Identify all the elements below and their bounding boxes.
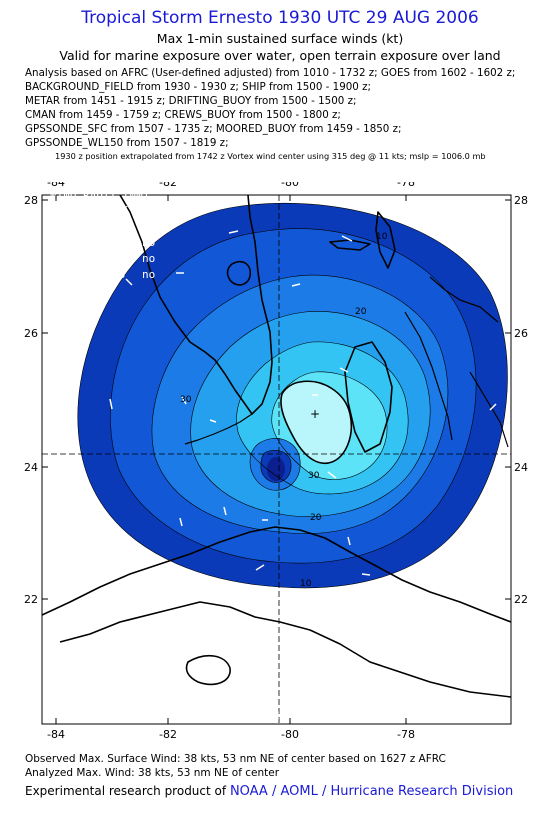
isla-de-la-juventud [185, 655, 231, 686]
lon-tick-label: -80 [281, 728, 299, 741]
lat-tick-label: 24 [514, 461, 528, 474]
page-title: Tropical Storm Ernesto 1930 UTC 29 AUG 2… [81, 8, 479, 28]
wind-radii-col: 34K [76, 204, 96, 217]
credit-line: Experimental research product of NOAA / … [25, 784, 513, 799]
eleuthera [429, 276, 499, 323]
contour-label: 30 [180, 395, 192, 405]
creation-stamp: Ernesto - created on 2006-08-29 19:32:57… [46, 708, 327, 722]
lon-tick-label: -82 [159, 182, 177, 189]
lon-tick-label: -78 [397, 728, 415, 741]
lon-tick-label: -84 [47, 182, 65, 189]
cuba-south-coast [59, 601, 511, 698]
wind-map: + 10 10 20 20 30 30 WIND RADII (NM) QD 3… [24, 182, 528, 741]
lat-tick-label: 22 [24, 593, 38, 606]
lat-tick-label: 22 [514, 593, 528, 606]
contour-label: 10 [376, 232, 388, 242]
florida-coast [119, 195, 273, 415]
cuba-coast [42, 526, 511, 623]
axis-ticks [42, 195, 511, 724]
analysis-line: CMAN from 1459 - 1759 z; CREWS_BUOY from… [25, 109, 341, 121]
exuma-cays [404, 311, 453, 441]
wind-radii-cell: no [142, 220, 155, 233]
wind-radii-cell: no [82, 268, 95, 281]
analysis-line: GPSSONDE_WL150 from 1507 - 1819 z; [25, 137, 229, 149]
coastlines [42, 195, 511, 698]
analysis-line: BACKGROUND_FIELD from 1930 - 1930 z; SHI… [25, 81, 372, 93]
observed-max-wind: Observed Max. Surface Wind: 38 kts, 53 n… [25, 753, 446, 765]
wind-radii-cell: no [112, 252, 125, 265]
wind-radii-cell: no [142, 236, 155, 249]
extrapolation-note: 1930 z position extrapolated from 1742 z… [55, 151, 486, 161]
lon-tick-label: -78 [397, 182, 415, 189]
validity-note: Valid for marine exposure over water, op… [59, 48, 501, 63]
lat-axis-left: 28 26 24 22 [24, 194, 38, 606]
wind-radii-cell: no [82, 252, 95, 265]
lon-tick-label: -80 [281, 182, 299, 189]
contour-label: 10 [300, 579, 312, 589]
lat-tick-label: 26 [24, 327, 38, 340]
lat-tick-label: 28 [514, 194, 528, 207]
wind-radii-cell: no [142, 268, 155, 281]
wind-radii-cell: no [142, 252, 155, 265]
wind-radii-col: QD [54, 204, 67, 217]
analysis-line: METAR from 1451 - 1915 z; DRIFTING_BUOY … [25, 95, 357, 107]
hrd-link[interactable]: NOAA / AOML / Hurricane Research Divisio… [229, 784, 514, 799]
subtitle: Max 1-min sustained surface winds (kt) [156, 31, 404, 46]
lake-okeechobee-outline [226, 260, 252, 286]
lon-axis-top: -84 -82 -80 -78 [47, 182, 415, 189]
lat-tick-label: 26 [514, 327, 528, 340]
wind-radii-cell: SW [54, 252, 68, 265]
contour-label: 20 [310, 513, 322, 523]
wind-band-35 [280, 381, 352, 464]
center-marker: + [310, 407, 320, 421]
wind-radii-cell: 78 [82, 220, 95, 233]
wind-observations [45, 228, 497, 693]
calm-center [267, 457, 285, 481]
wind-radii-cell: NW [54, 268, 68, 281]
wind-radii-heading: WIND RADII (NM) [50, 189, 149, 202]
grand-bahama [329, 239, 371, 251]
center-crosshair [42, 195, 511, 724]
florida-keys [184, 413, 253, 445]
contour-label: 20 [355, 307, 367, 317]
lat-axis-right: 28 26 24 22 [514, 194, 528, 606]
lon-tick-label: -82 [159, 728, 177, 741]
wind-radii-col: 64K [140, 204, 160, 217]
credit-prefix: Experimental research product of [25, 784, 227, 798]
wind-radii-col: 50K [108, 204, 128, 217]
long-island [469, 371, 509, 448]
wind-radii-cell: SE [54, 236, 67, 249]
lat-tick-label: 28 [24, 194, 38, 207]
lat-tick-label: 24 [24, 461, 38, 474]
analysis-line: GPSSONDE_SFC from 1507 - 1735 z; MOORED_… [25, 123, 402, 135]
wind-radii-cell: NE [54, 220, 67, 233]
abaco [375, 211, 396, 269]
lon-tick-label: -84 [47, 728, 65, 741]
lon-axis-bottom: -84 -82 -80 -78 [47, 728, 415, 741]
wind-radii-cell: no [112, 220, 125, 233]
analysis-sources: Analysis based on AFRC (User-defined adj… [25, 66, 555, 162]
wind-radii-cell: no [112, 236, 125, 249]
wind-radii-cell: no [112, 268, 125, 281]
analysis-line: Analysis based on AFRC (User-defined adj… [25, 67, 516, 79]
wind-radii-cell: 62 [82, 236, 95, 249]
wind-radii-table: WIND RADII (NM) QD 34K 50K 64K NE 78 no … [50, 189, 160, 281]
analyzed-max-wind: Analyzed Max. Wind: 38 kts, 53 nm NE of … [25, 767, 280, 779]
andros-island [344, 341, 393, 453]
wind-field: + [42, 195, 511, 724]
contour-label: 30 [308, 471, 320, 481]
